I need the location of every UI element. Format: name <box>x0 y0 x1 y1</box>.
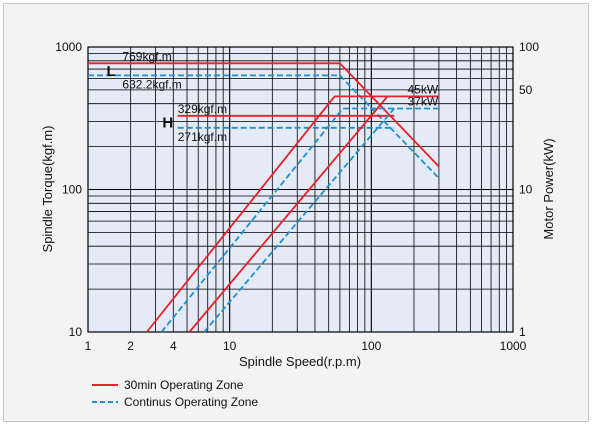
zone-label-H: H <box>162 115 173 132</box>
legend-label: Continus Operating Zone <box>124 395 258 409</box>
y-left-tick-label: 10 <box>69 325 83 339</box>
legend: 30min Operating Zone Continus Operating Z… <box>92 378 258 409</box>
value-annotation: 45kW <box>407 82 438 96</box>
continuous-series-line-7 <box>203 107 395 333</box>
x-tick-label: 100 <box>361 339 381 353</box>
x-axis-label: Spindle Speed(r.p.m) <box>239 354 361 369</box>
value-annotation: 632.2kgf.m <box>122 77 181 91</box>
plot-border <box>87 46 514 333</box>
x-tick-label: 1000 <box>500 339 527 353</box>
y-right-tick-label: 1 <box>519 325 526 339</box>
grid <box>87 46 514 333</box>
operating-30min-series-line-6 <box>188 95 389 333</box>
operating-30min-series-line-0 <box>88 62 440 168</box>
x-tick-label: 10 <box>223 339 237 353</box>
y-axis-left-label: Spindle Torque(kgf.m) <box>40 126 55 253</box>
continuous-series-line-5 <box>160 107 439 333</box>
zone-label-L: L <box>106 63 115 80</box>
value-annotation: 769kgf.m <box>122 49 171 63</box>
x-tick-label: 4 <box>170 339 177 353</box>
x-tick-label: 2 <box>127 339 134 353</box>
series-layer <box>88 62 440 333</box>
y-left-tick-label: 1000 <box>55 40 82 54</box>
y-right-tick-label: 100 <box>519 40 539 54</box>
y-left-tick-label: 100 <box>62 183 82 197</box>
y-right-tick-label: 10 <box>519 183 533 197</box>
value-annotation: 37kW <box>407 95 438 109</box>
operating-30min-series-line-4 <box>146 95 439 333</box>
value-annotation: 329kgf.m <box>178 102 227 116</box>
legend-label: 30min Operating Zone <box>124 378 244 392</box>
y-axis-right-label: Motor Power(kW) <box>541 138 556 239</box>
y-right-tick-label: 50 <box>519 83 533 97</box>
value-annotation: 271kgf.m <box>178 130 227 144</box>
continuous-series-line-1 <box>88 74 440 179</box>
x-tick-label: 1 <box>85 339 92 353</box>
